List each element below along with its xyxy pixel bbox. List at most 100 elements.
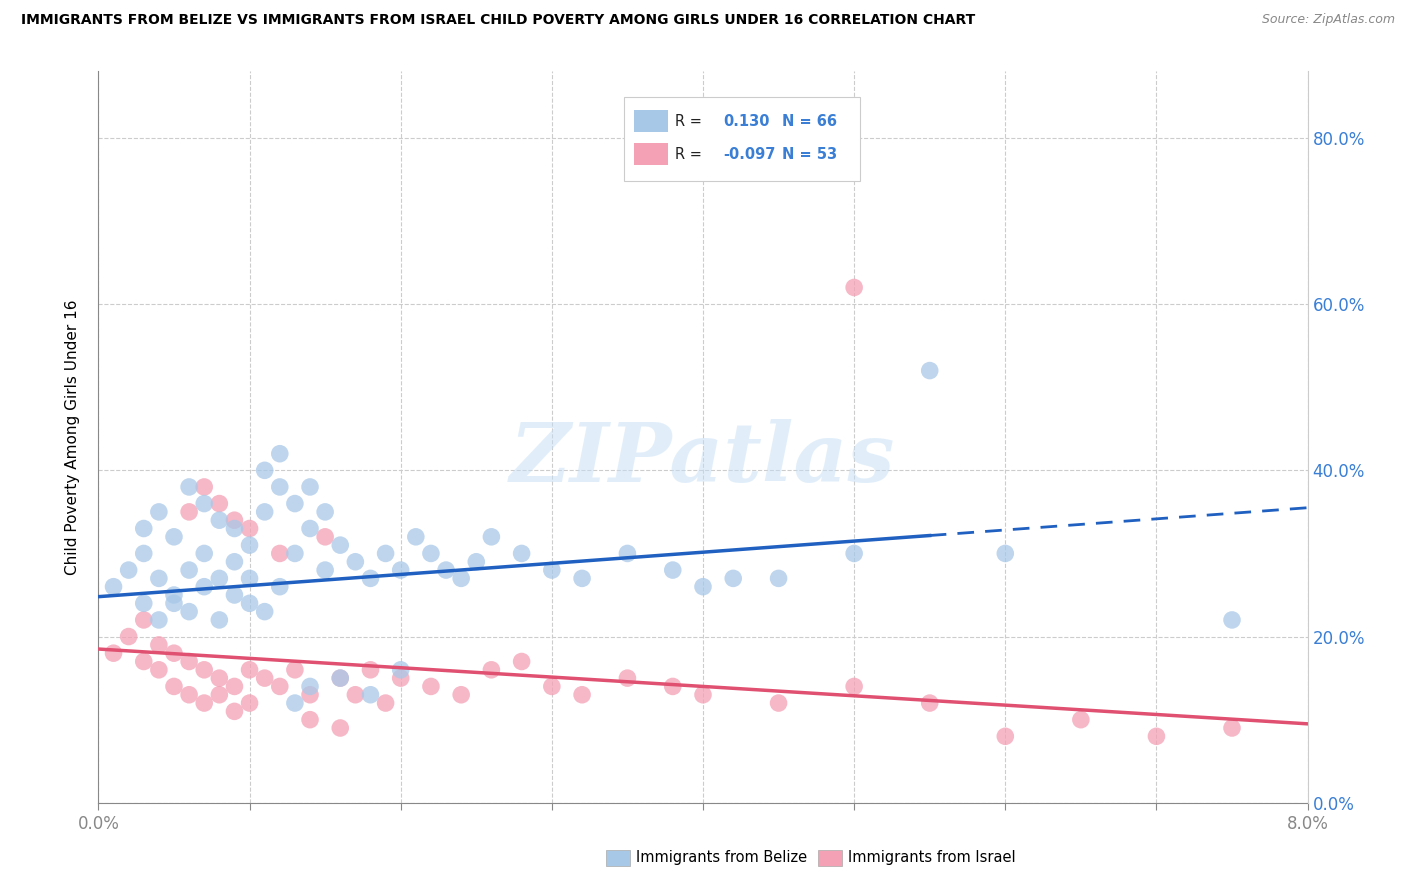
Point — [224, 680, 246, 694]
Point — [299, 713, 322, 727]
Point — [103, 580, 125, 594]
Point — [360, 571, 382, 585]
Point — [284, 497, 307, 511]
Point — [481, 530, 503, 544]
Text: R =: R = — [675, 146, 707, 161]
Point — [239, 521, 262, 535]
Text: N = 66: N = 66 — [782, 113, 837, 128]
Point — [224, 521, 246, 535]
Point — [103, 646, 125, 660]
Point — [179, 563, 201, 577]
Point — [374, 696, 396, 710]
Point — [299, 480, 322, 494]
Point — [193, 480, 215, 494]
Point — [224, 555, 246, 569]
Point — [193, 580, 215, 594]
Point — [132, 613, 155, 627]
Point — [208, 497, 231, 511]
Point — [481, 663, 503, 677]
Point — [314, 530, 336, 544]
Point — [510, 655, 533, 669]
Point — [768, 696, 790, 710]
Point — [692, 688, 714, 702]
Point — [389, 563, 412, 577]
Point — [344, 555, 367, 569]
Point — [994, 546, 1017, 560]
Text: ZIPatlas: ZIPatlas — [510, 419, 896, 499]
Point — [389, 671, 412, 685]
Point — [208, 688, 231, 702]
Point — [299, 521, 322, 535]
Point — [179, 605, 201, 619]
Point — [918, 696, 941, 710]
Point — [269, 580, 291, 594]
Point — [768, 571, 790, 585]
Point — [118, 563, 141, 577]
Point — [844, 280, 866, 294]
Point — [239, 696, 262, 710]
Point — [329, 671, 352, 685]
Point — [193, 663, 215, 677]
Point — [253, 505, 276, 519]
Point — [239, 571, 262, 585]
Point — [329, 538, 352, 552]
Point — [434, 563, 457, 577]
Point — [661, 680, 683, 694]
Point — [118, 630, 141, 644]
Point — [193, 497, 215, 511]
Point — [132, 596, 155, 610]
Point — [420, 680, 443, 694]
Point — [208, 613, 231, 627]
Point — [571, 688, 593, 702]
Point — [148, 663, 170, 677]
Point — [179, 688, 201, 702]
FancyBboxPatch shape — [606, 850, 630, 866]
Text: -0.097: -0.097 — [724, 146, 776, 161]
Point — [918, 363, 941, 377]
Point — [193, 546, 215, 560]
Point — [314, 563, 336, 577]
Point — [148, 613, 170, 627]
Point — [132, 546, 155, 560]
Point — [723, 571, 745, 585]
Point — [224, 513, 246, 527]
Point — [208, 671, 231, 685]
Point — [208, 571, 231, 585]
Point — [163, 596, 186, 610]
Point — [1070, 713, 1092, 727]
Point — [465, 555, 488, 569]
Point — [208, 513, 231, 527]
Point — [616, 671, 638, 685]
Point — [269, 480, 291, 494]
Point — [360, 663, 382, 677]
Point — [616, 546, 638, 560]
Point — [360, 688, 382, 702]
Point — [299, 688, 322, 702]
Point — [148, 638, 170, 652]
Point — [224, 588, 246, 602]
Point — [179, 505, 201, 519]
Point — [299, 680, 322, 694]
Point — [148, 505, 170, 519]
Text: Source: ZipAtlas.com: Source: ZipAtlas.com — [1261, 13, 1395, 27]
Point — [163, 646, 186, 660]
Point — [540, 680, 562, 694]
Point — [179, 480, 201, 494]
Point — [510, 546, 533, 560]
Point — [284, 663, 307, 677]
Point — [269, 680, 291, 694]
Point — [132, 655, 155, 669]
Text: IMMIGRANTS FROM BELIZE VS IMMIGRANTS FROM ISRAEL CHILD POVERTY AMONG GIRLS UNDER: IMMIGRANTS FROM BELIZE VS IMMIGRANTS FRO… — [21, 13, 976, 28]
Point — [163, 588, 186, 602]
Point — [329, 721, 352, 735]
Point — [269, 546, 291, 560]
Point — [253, 463, 276, 477]
Point — [253, 605, 276, 619]
Point — [269, 447, 291, 461]
FancyBboxPatch shape — [634, 143, 668, 165]
Point — [844, 680, 866, 694]
Point — [179, 655, 201, 669]
Point — [163, 530, 186, 544]
Point — [239, 538, 262, 552]
Text: Immigrants from Israel: Immigrants from Israel — [848, 850, 1015, 865]
